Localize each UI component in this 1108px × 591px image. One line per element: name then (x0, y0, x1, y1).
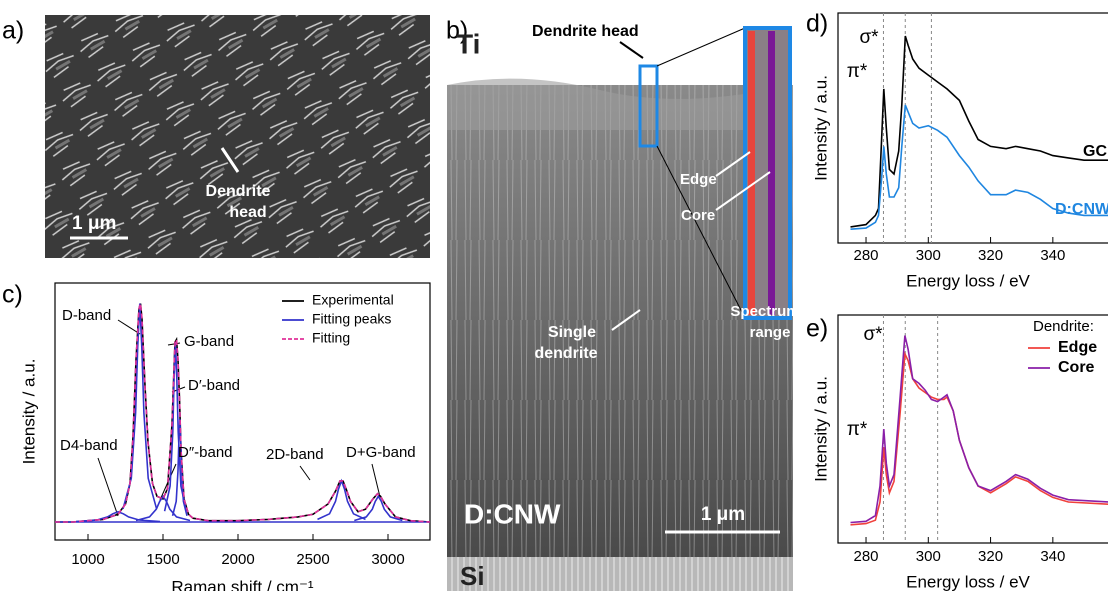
arrow (611, 309, 641, 331)
x-tick-label: 300 (916, 548, 941, 565)
annotation: π* (847, 419, 868, 440)
image-label: D:CNW (464, 498, 561, 529)
annotation: 2D-band (266, 446, 324, 463)
image-label: Single dendrite (534, 324, 597, 362)
legend-label: Edge (1058, 339, 1097, 356)
annotation: D′-band (188, 377, 240, 394)
series-label: D:CNW (1055, 201, 1108, 218)
image-label: Dendrite head (532, 23, 639, 40)
panel-label: a) (2, 17, 24, 45)
x-tick-label: 340 (1040, 247, 1065, 264)
edge-stripe (748, 31, 755, 315)
cross-section-texture (447, 85, 793, 557)
annotation: D″-band (178, 444, 233, 461)
substrate (447, 557, 793, 591)
series-line (55, 303, 431, 523)
x-tick-label: 3000 (371, 551, 404, 568)
annotation: σ* (863, 324, 883, 345)
panel-label: d) (806, 10, 828, 38)
y-axis-label: Intensity / a.u. (811, 75, 830, 181)
fit-peak (354, 494, 403, 522)
annotation: σ* (859, 27, 879, 48)
legend-label: Experimental (312, 292, 394, 308)
y-axis-label: Intensity / a.u. (19, 359, 38, 465)
x-tick-label: 300 (916, 247, 941, 264)
arrow (619, 41, 644, 59)
x-tick-label: 280 (854, 548, 879, 565)
x-tick-label: 340 (1040, 548, 1065, 565)
series-line (850, 350, 1108, 526)
plot-frame (54, 282, 431, 541)
fit-peak (75, 510, 161, 523)
x-axis-label: Energy loss / eV (906, 572, 1030, 591)
x-tick-label: 2500 (296, 551, 329, 568)
annotation: D+G-band (346, 444, 416, 461)
series-line (850, 104, 1108, 230)
x-tick-label: 1000 (71, 551, 104, 568)
sem-image (45, 15, 430, 258)
panel-label: c) (2, 281, 23, 309)
panel-label: e) (806, 315, 828, 343)
arrow (220, 147, 240, 173)
x-axis-label: Raman shift / cm⁻¹ (171, 577, 314, 591)
arrow (715, 171, 771, 211)
fit-peak (171, 419, 188, 516)
y-axis-label: Intensity / a.u. (811, 376, 830, 482)
x-tick-label: 1500 (146, 551, 179, 568)
scale-label: 1 μm (72, 213, 116, 234)
image-label: Dendrite head (206, 183, 271, 221)
legend-label: Fitting peaks (312, 311, 391, 327)
x-tick-label: 320 (978, 548, 1003, 565)
series-line (55, 303, 431, 523)
plot-frame (837, 314, 1108, 544)
image-label: Ti (456, 28, 480, 59)
fit-peak (122, 303, 158, 510)
zoom-line (656, 27, 746, 67)
annotation: D-band (62, 307, 111, 324)
panel-label: b) (446, 17, 468, 45)
annotation: G-band (184, 333, 234, 350)
series-label: GC (1083, 143, 1107, 160)
x-tick-label: 280 (854, 247, 879, 264)
core-stripe (768, 31, 775, 315)
series-line (850, 335, 1108, 524)
image-label: Edge (680, 171, 717, 188)
image-label: Spectrum range (730, 303, 799, 341)
scale-label: 1 μm (701, 504, 745, 525)
x-tick-label: 2000 (221, 551, 254, 568)
legend-label: Fitting (312, 330, 350, 346)
legend-title: Dendrite: (1033, 318, 1094, 335)
fit-peak (135, 494, 191, 522)
annotation: π* (847, 61, 868, 82)
image-label: Core (681, 207, 715, 224)
legend-label: Core (1058, 359, 1095, 376)
selection-box (638, 64, 659, 148)
plot-frame (837, 12, 1108, 244)
zoom-line (656, 145, 746, 319)
dendrite-tops (447, 78, 793, 130)
x-axis-label: Energy loss / eV (906, 271, 1030, 290)
image-label: Si (460, 561, 485, 591)
annotation: D4-band (60, 437, 118, 454)
arrow (715, 151, 751, 177)
fit-peak (317, 478, 366, 521)
x-tick-label: 320 (978, 247, 1003, 264)
inset-frame (743, 26, 792, 320)
series-line (850, 35, 1108, 228)
